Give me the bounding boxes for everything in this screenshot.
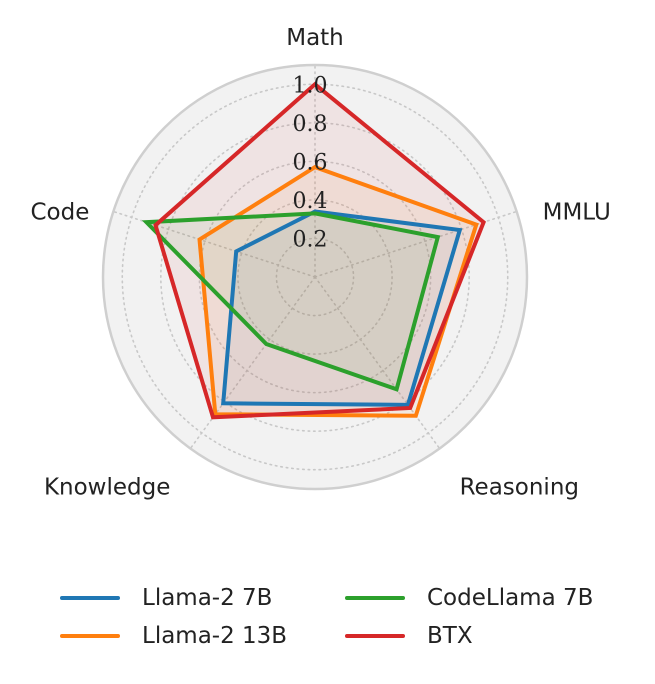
legend-swatch — [345, 596, 405, 600]
plot-frame — [101, 63, 529, 491]
legend-item-codellama-7b: CodeLlama 7B — [345, 582, 620, 614]
legend-item-btx: BTX — [345, 620, 620, 652]
axis-label: Math — [286, 25, 344, 51]
axis-label: MMLU — [543, 199, 611, 225]
axis-label: Code — [30, 199, 89, 225]
tick-label: 0.6 — [293, 150, 328, 175]
legend-swatch — [60, 634, 120, 638]
series-line — [221, 209, 463, 407]
tick-label: 0.8 — [293, 112, 328, 137]
series-fill — [155, 84, 484, 418]
legend-item-llama2-13b: Llama-2 13B — [60, 620, 345, 652]
legend-label: Llama-2 13B — [142, 623, 288, 649]
axis-label: Reasoning — [460, 475, 579, 501]
grid-spoke — [314, 276, 441, 450]
legend-swatch — [60, 596, 120, 600]
series-fill — [223, 211, 460, 405]
legend-label: BTX — [427, 623, 473, 649]
series-fill — [146, 213, 438, 390]
tick-label: 0.4 — [293, 189, 328, 214]
legend-label: Llama-2 7B — [142, 585, 273, 611]
legend-swatch — [345, 634, 405, 638]
series-line — [153, 81, 486, 420]
series-line — [141, 211, 441, 392]
axis-label: Knowledge — [44, 475, 170, 501]
legend-item-llama2-7b: Llama-2 7B — [60, 582, 345, 614]
tick-label: 1.0 — [293, 73, 328, 98]
radar-chart: 0.2 0.4 0.6 0.8 1.0 Math MMLU Reasoning Knowledg… — [30, 25, 611, 501]
series-line — [197, 164, 479, 418]
grid-spoke — [189, 276, 316, 450]
legend: Llama-2 7B CodeLlama 7B Llama-2 13B BTX — [60, 582, 620, 652]
legend-label: CodeLlama 7B — [427, 585, 594, 611]
tick-label: 0.2 — [293, 227, 328, 252]
